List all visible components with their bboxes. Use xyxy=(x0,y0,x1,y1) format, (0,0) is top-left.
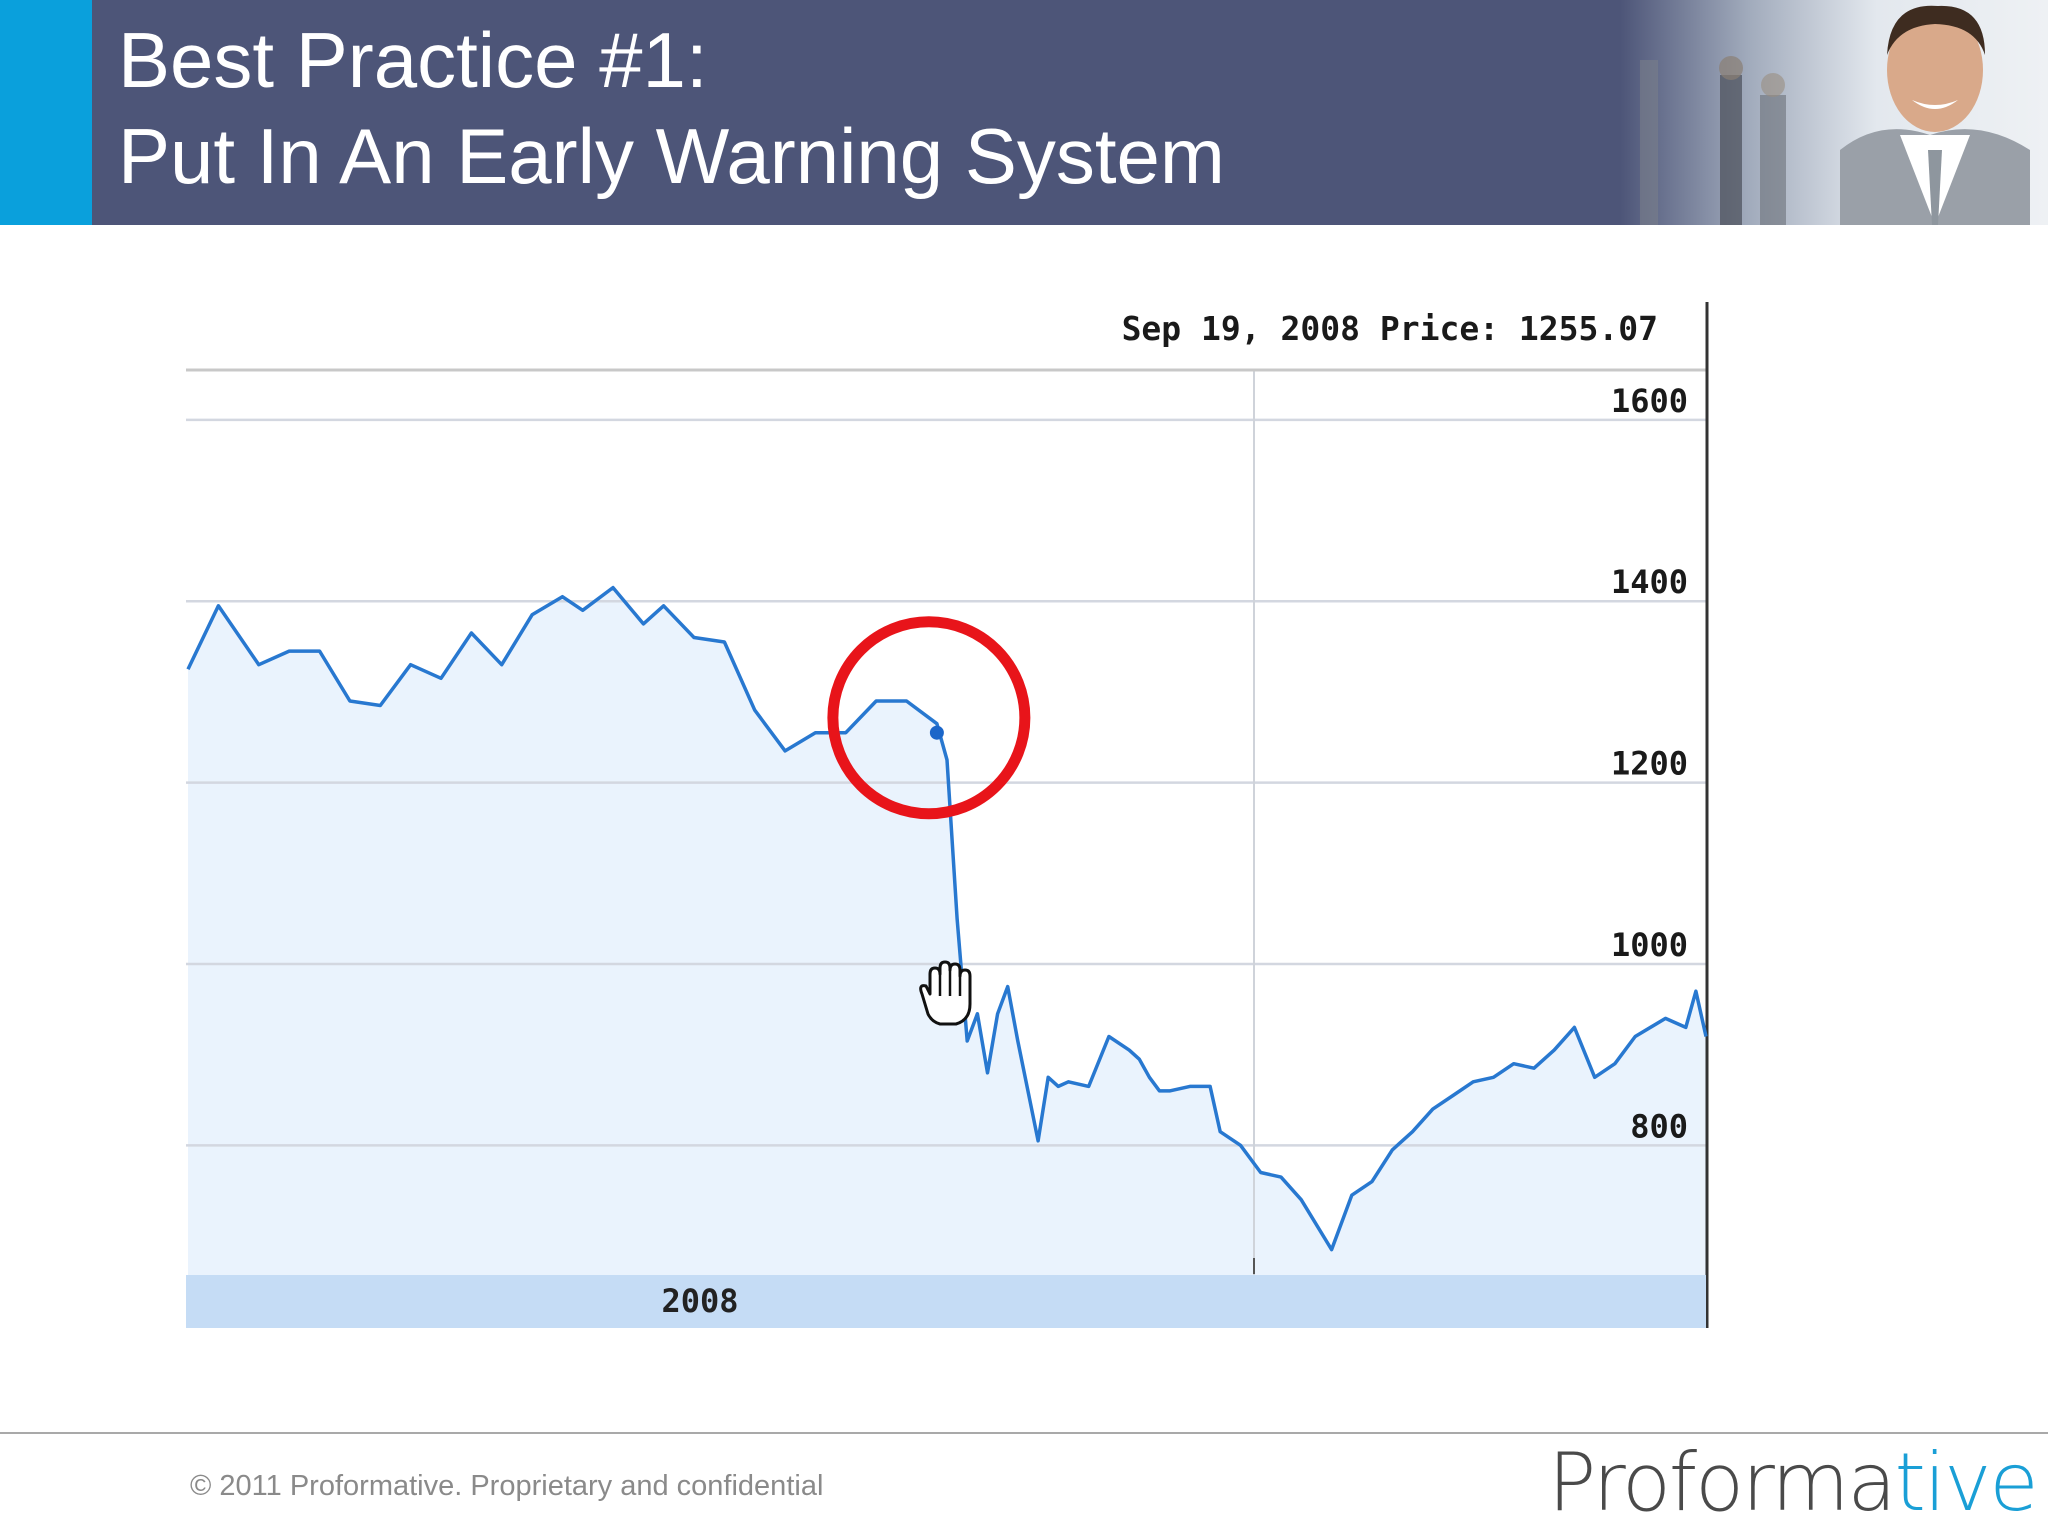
y-tick-label-1000: 1000 xyxy=(1611,926,1688,964)
price-readout: Sep 19, 2008 Price: 1255.07 xyxy=(1122,309,1658,348)
y-axis-ticks: 1600 1400 1200 1000 800 xyxy=(1611,382,1688,1145)
header-photo xyxy=(1620,0,2048,225)
footer-divider xyxy=(0,1432,2048,1434)
title-line-1: Best Practice #1: xyxy=(118,16,708,104)
header-accent-bar xyxy=(0,0,92,225)
slide-title: Best Practice #1: Put In An Early Warnin… xyxy=(118,12,1225,204)
gridlines xyxy=(186,418,1706,1147)
title-line-2: Put In An Early Warning System xyxy=(118,112,1225,200)
chart-canvas: 1600 1400 1200 1000 800 Sep 19, 2008 Price: … xyxy=(186,300,1712,1330)
y-tick-label-1400: 1400 xyxy=(1611,563,1688,601)
hand-cursor-icon xyxy=(919,960,972,1026)
highlight-circle xyxy=(827,616,1031,820)
logo-text-main: Proforma xyxy=(1548,1436,1896,1529)
price-area-fill xyxy=(188,587,1706,1275)
businessman-photo-illustration xyxy=(1640,5,2030,225)
copyright-text: © 2011 Proformative. Proprietary and con… xyxy=(190,1470,824,1502)
date-band[interactable] xyxy=(186,1275,1706,1328)
year-label: 2008 xyxy=(661,1282,738,1320)
selected-data-point[interactable] xyxy=(929,725,944,740)
logo-text-accent: tive xyxy=(1894,1436,2038,1529)
proformative-logo: Proformative xyxy=(1548,1436,2039,1529)
price-series-line xyxy=(186,585,1708,1252)
y-tick-label-800: 800 xyxy=(1630,1107,1688,1145)
y-tick-label-1600: 1600 xyxy=(1611,382,1688,420)
y-tick-label-1200: 1200 xyxy=(1611,745,1688,783)
stock-chart: 1600 1400 1200 1000 800 Sep 19, 2008 Price: … xyxy=(186,300,1712,1330)
